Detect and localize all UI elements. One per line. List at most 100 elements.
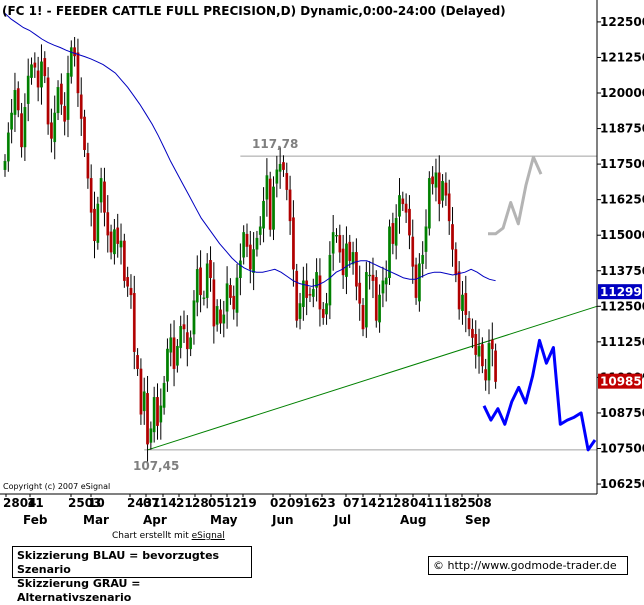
candle-up [152, 397, 156, 433]
candle-up [364, 272, 368, 328]
esignal-link[interactable]: eSignal [191, 531, 225, 541]
x-day-label: 11 [426, 496, 443, 510]
x-month-label: Sep [465, 513, 491, 527]
y-tick-label: 115000 [600, 228, 644, 242]
candle-down [139, 368, 143, 415]
candle-down [232, 295, 236, 310]
x-month-label: Apr [143, 513, 167, 527]
candle-down [467, 318, 471, 330]
candle-down [16, 88, 20, 111]
x-day-label: 2431 [127, 496, 160, 510]
candle-down [89, 178, 93, 213]
annotation-high-label: 117,78 [252, 137, 298, 151]
candle-up [258, 226, 262, 235]
x-day-label: 04 [410, 496, 427, 510]
candle-up [13, 90, 17, 115]
candle-up [384, 277, 388, 285]
candle-down [36, 70, 40, 88]
y-tick-label: 122500 [600, 15, 644, 29]
y-tick-label: 113750 [600, 264, 644, 278]
candle-down [63, 105, 67, 122]
candle-down [109, 231, 113, 253]
x-day-label: 10 [88, 496, 105, 510]
candle-down [285, 173, 289, 190]
candle-down [374, 277, 378, 321]
x-day-label: 07 [143, 496, 160, 510]
candle-down [46, 77, 50, 125]
candle-down [199, 267, 202, 296]
candle-up [441, 181, 444, 201]
candles-layer [3, 36, 497, 462]
candle-down [268, 178, 272, 230]
x-day-label: 25 [459, 496, 476, 510]
x-day-label: 09 [287, 496, 304, 510]
candle-up [96, 203, 100, 243]
x-day-label: 08 [475, 496, 492, 510]
candle-down [126, 277, 130, 287]
candle-up [26, 75, 30, 104]
candle-down [83, 116, 86, 151]
x-day-label: 21 [176, 496, 193, 510]
candle-down [219, 309, 222, 324]
candle-up [239, 260, 242, 279]
candle-down [447, 193, 451, 222]
candle-up [252, 249, 255, 273]
candle-up [434, 172, 438, 188]
website-credit[interactable]: © http://www.godmode-trader.de [428, 556, 628, 575]
candle-down [50, 122, 53, 139]
candle-up [255, 237, 259, 250]
candle-up [195, 269, 199, 303]
candle-up [275, 169, 279, 184]
candle-up [159, 405, 163, 423]
candle-down [282, 162, 285, 170]
candle-down [20, 113, 23, 148]
candle-up [119, 240, 123, 248]
candle-up [169, 337, 173, 353]
candle-up [461, 294, 464, 312]
candle-up [99, 178, 103, 203]
x-day-label: 14 [160, 496, 177, 510]
x-month-label: May [210, 513, 238, 527]
x-day-label: 28 [393, 496, 410, 510]
candle-up [421, 254, 425, 264]
candle-up [418, 263, 421, 302]
candle-down [437, 172, 441, 205]
candle-down [182, 324, 186, 330]
candle-down [401, 198, 405, 205]
candle-up [189, 337, 192, 350]
candle-down [172, 337, 176, 370]
x-day-label: 05 [208, 496, 225, 510]
y-tick-label: 108750 [600, 406, 644, 420]
candle-up [142, 391, 146, 412]
candle-up [10, 112, 13, 130]
candle-down [404, 203, 408, 213]
candle-down [129, 287, 133, 296]
candle-down [361, 305, 365, 330]
candle-down [494, 350, 497, 382]
candle-up [335, 235, 338, 237]
candle-up [40, 61, 43, 88]
y-tick-label: 118750 [600, 122, 644, 136]
x-month-label: Feb [23, 513, 48, 527]
x-day-label: 16 [303, 496, 320, 510]
website-url[interactable]: http://www.godmode-trader.de [447, 559, 617, 572]
candle-up [113, 229, 116, 255]
candle-up [398, 195, 401, 217]
candle-up [176, 345, 179, 366]
legend-line-blue: Skizzierung BLAU = bevorzugtes Szenario [17, 549, 220, 576]
x-day-label: 07 [343, 496, 360, 510]
candle-down [484, 369, 488, 381]
candle-down [454, 249, 458, 276]
candle-up [222, 314, 226, 324]
candle-down [444, 182, 448, 196]
copyright-icon: © [433, 559, 444, 572]
candle-up [235, 277, 239, 313]
candle-down [60, 83, 63, 105]
scenario-layer [482, 155, 597, 452]
candle-up [301, 280, 305, 308]
moving-average-line [4, 13, 496, 287]
candle-up [278, 163, 282, 172]
candle-down [209, 260, 212, 279]
x-day-label: 2503 [68, 496, 101, 510]
y-tick-label: 112500 [600, 299, 644, 313]
